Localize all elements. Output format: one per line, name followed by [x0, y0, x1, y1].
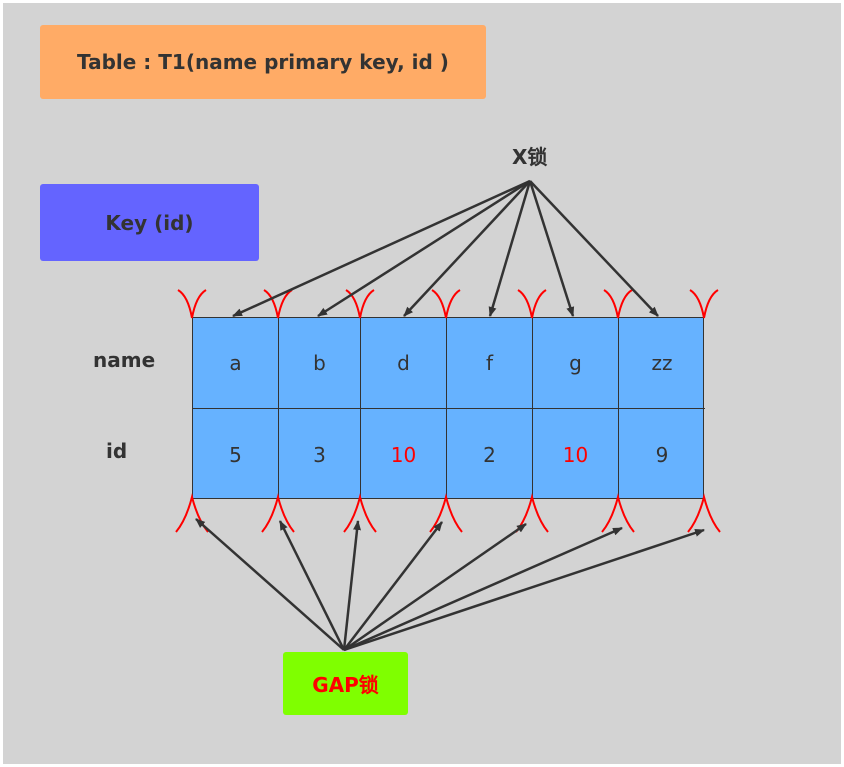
x-lock-arrow-2	[403, 180, 531, 317]
gap-marker-bottom-3	[429, 493, 463, 533]
cell-id-4: 10	[533, 409, 619, 500]
x-lock-arrow-5	[529, 180, 659, 317]
gap-marker-top-5	[603, 289, 633, 319]
cell-name-0: a	[193, 318, 279, 409]
gap-lock-label: GAP锁	[312, 673, 379, 697]
cell-name-3: f	[447, 318, 533, 409]
table-title: Table : T1(name primary key, id )	[77, 50, 449, 74]
gap-lock-arrow-1	[278, 520, 346, 651]
cell-name-2: d	[361, 318, 447, 409]
cell-id-0: 5	[193, 409, 279, 500]
gap-marker-top-4	[517, 289, 547, 319]
cell-id-5: 9	[655, 442, 669, 467]
cell-id-1: 3	[279, 409, 361, 500]
key-box: Key (id)	[40, 184, 259, 261]
gap-lock-arrow-6	[343, 528, 705, 652]
cell-id-2: 10	[361, 409, 447, 500]
gap-marker-bottom-1	[261, 493, 295, 533]
gap-lock-arrow-5	[343, 526, 623, 652]
gap-marker-top-1	[263, 289, 293, 319]
x-lock-arrow-1	[317, 179, 531, 318]
gap-lock-arrow-2	[342, 520, 362, 651]
x-lock-arrow-3	[488, 180, 532, 317]
gap-marker-bottom-2	[343, 493, 377, 533]
gap-marker-top-6	[689, 289, 719, 319]
x-lock-arrow-0	[232, 179, 531, 318]
gap-lock-arrow-0	[195, 518, 345, 651]
row-label-id: id	[106, 439, 128, 463]
gap-marker-bottom-5	[601, 493, 635, 533]
gap-marker-bottom-6	[687, 493, 721, 533]
row-label-name: name	[93, 348, 156, 372]
cell-name-5: zz	[619, 318, 705, 409]
key-label: Key (id)	[105, 210, 194, 235]
index-table: a b d f g zz 5 3 10 2 10 9	[192, 317, 705, 500]
gap-lock-box: GAP锁	[283, 652, 408, 715]
x-lock-arrow-4	[528, 180, 575, 317]
cell-name-1: b	[279, 318, 361, 409]
table-title-box: Table : T1(name primary key, id )	[40, 25, 486, 99]
cell-name-4: g	[533, 318, 619, 409]
gap-marker-top-3	[431, 289, 461, 319]
gap-marker-top-0	[177, 289, 207, 319]
gap-lock-arrow-4	[343, 522, 527, 652]
cell-id-3: 2	[447, 409, 533, 500]
gap-lock-arrow-3	[343, 521, 443, 651]
x-lock-label: X锁	[512, 145, 548, 169]
